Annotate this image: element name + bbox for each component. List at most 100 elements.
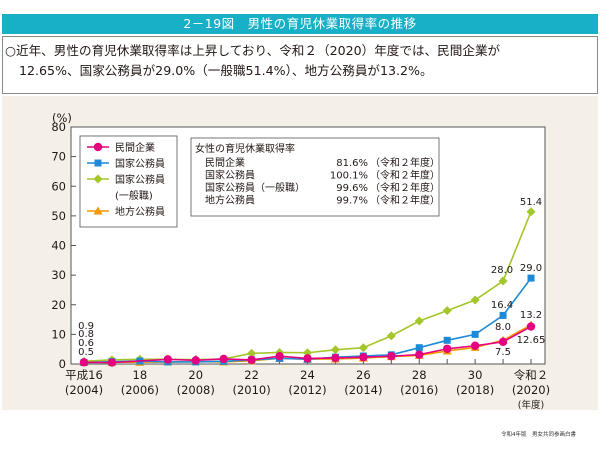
x-tick-label: 平成16: [65, 368, 103, 382]
y-axis: 0 10 20 30 40 50 60 70 80: [51, 120, 76, 371]
female-rate-note: （令和２年度）: [370, 156, 440, 169]
female-rate-note: （令和２年度）: [370, 181, 440, 194]
data-point-private-sector: [359, 352, 368, 362]
y-axis-label: (%): [52, 111, 72, 125]
legend-marker-private-sector: [93, 142, 103, 152]
legend-label: 地方公務員: [115, 205, 165, 218]
data-point-private-sector: [79, 358, 89, 367]
y-tick-label: 80: [51, 120, 66, 134]
y-tick-label: 70: [51, 150, 66, 164]
data-label: 16.4: [491, 300, 513, 311]
female-rate-title: 女性の育児休業取得率: [195, 142, 295, 155]
x-tick-label: 20: [188, 368, 203, 382]
data-point-private-sector: [275, 352, 284, 361]
y-tick-label: 0: [59, 357, 66, 371]
y-tick-label: 60: [51, 179, 66, 193]
x-axis-unit: (年度): [518, 399, 544, 411]
female-rate-label: 国家公務員: [205, 169, 255, 182]
data-point-private-sector: [387, 351, 396, 361]
summary-line-2: 12.65%、国家公務員が29.0%（一般職51.4%）、地方公務員が13.2%…: [19, 63, 433, 78]
legend-label: 民間企業: [115, 141, 155, 154]
female-rate-value: 99.7%: [336, 196, 368, 207]
summary-line-1: ○近年、男性の育児休業取得率は上昇しており、令和２（2020）年度では、民間企業…: [5, 43, 501, 58]
legend-label: 国家公務員: [115, 173, 165, 186]
x-tick-label: 30: [468, 368, 483, 382]
data-point-national-public: [443, 336, 451, 344]
data-point-national-public: [415, 344, 423, 352]
data-label: 28.0: [491, 265, 513, 276]
data-point-private-sector: [331, 353, 340, 363]
figure-title: 2－19図 男性の育児休業取得率の推移: [2, 14, 598, 34]
data-label: 8.0: [495, 322, 511, 333]
summary-box: ○近年、男性の育児休業取得率は上昇しており、令和２（2020）年度では、民間企業…: [2, 36, 598, 94]
legend-marker-national-general: [93, 174, 103, 184]
x-tick-label-year: (2014): [344, 383, 382, 397]
y-tick-label: 40: [51, 239, 66, 253]
data-point-national-general: [358, 343, 368, 353]
data-point-national-general: [330, 345, 340, 355]
x-tick-label-year: (2018): [456, 383, 494, 397]
legend-marker-national-public: [94, 159, 102, 167]
data-label: 0.6: [78, 338, 94, 349]
x-tick-label: 24: [300, 368, 315, 382]
data-label: 29.0: [520, 263, 542, 274]
data-point-national-general: [470, 295, 480, 305]
x-tick-label-year: (2004): [65, 383, 103, 397]
legend-marker-local-public: [93, 206, 103, 215]
data-label: 13.2: [520, 310, 542, 321]
data-point-national-general: [442, 306, 452, 316]
y-tick-label: 20: [51, 298, 66, 312]
data-point-private-sector: [498, 337, 508, 347]
series-line-private-sector: [83, 325, 532, 364]
data-label: 12.65: [517, 335, 546, 346]
female-rate-label: 民間企業: [205, 156, 245, 169]
data-point-private-sector: [442, 344, 452, 353]
data-point-national-public: [471, 330, 479, 338]
female-rate-value: 81.6%: [336, 158, 368, 169]
female-rate-label: 地方公務員: [205, 194, 255, 207]
data-point-national-public: [499, 311, 507, 319]
x-tick-label-year: (2016): [400, 383, 438, 397]
y-tick-label: 50: [51, 209, 66, 223]
data-label: 0.8: [78, 329, 94, 340]
data-point-private-sector: [470, 341, 480, 350]
x-tick-label: 22: [244, 368, 259, 382]
y-tick-label: 10: [51, 327, 66, 341]
x-tick-label-year: (2006): [121, 383, 159, 397]
series-lines: [79, 207, 536, 367]
data-point-private-sector: [107, 358, 117, 367]
data-point-private-sector: [415, 350, 424, 359]
female-rate-value: 99.6%: [336, 183, 368, 194]
x-tick-label-year: (2010): [233, 383, 271, 397]
x-axis: 平成16(2004)18(2006)20(2008)22(2010)24(201…: [65, 359, 550, 411]
data-point-national-general: [498, 276, 508, 286]
data-point-national-general: [526, 207, 536, 217]
source-note: 令和4年版 男女共同参画白書: [500, 432, 576, 438]
data-point-national-general: [247, 348, 257, 358]
female-rate-box: 女性の育児休業取得率 民間企業 81.6% （令和２年度）国家公務員 100.1% （令…: [190, 137, 440, 217]
x-tick-label-year: (2012): [288, 383, 326, 397]
data-point-private-sector: [526, 322, 536, 331]
data-label: 51.4: [520, 197, 542, 208]
data-point-national-general: [386, 331, 396, 341]
x-tick-label: 26: [356, 368, 371, 382]
legend-label: 国家公務員: [115, 157, 165, 170]
female-rate-note: （令和２年度）: [370, 169, 440, 182]
legend-label-sub: (一般職): [115, 189, 153, 202]
data-point-private-sector: [303, 354, 312, 363]
annotations: 0.90.80.60.5 51.4 29.0 28.0 16.4 13.2 12.65 8.0…: [78, 197, 545, 358]
data-point-private-sector: [247, 355, 256, 365]
x-tick-label: 28: [412, 368, 427, 382]
female-rate-label: 国家公務員（一般職）: [205, 181, 305, 194]
female-rate-box-border: [190, 137, 440, 217]
data-label: 0.9: [78, 321, 94, 332]
data-point-private-sector: [191, 356, 200, 365]
female-rate-value: 100.1%: [330, 171, 368, 182]
x-tick-label-year: (2020): [512, 383, 550, 397]
data-point-private-sector: [219, 354, 228, 364]
data-point-national-public: [527, 274, 535, 282]
x-tick-label: 令和２: [514, 368, 549, 382]
data-label: 7.5: [495, 347, 511, 358]
data-point-national-general: [414, 316, 424, 326]
